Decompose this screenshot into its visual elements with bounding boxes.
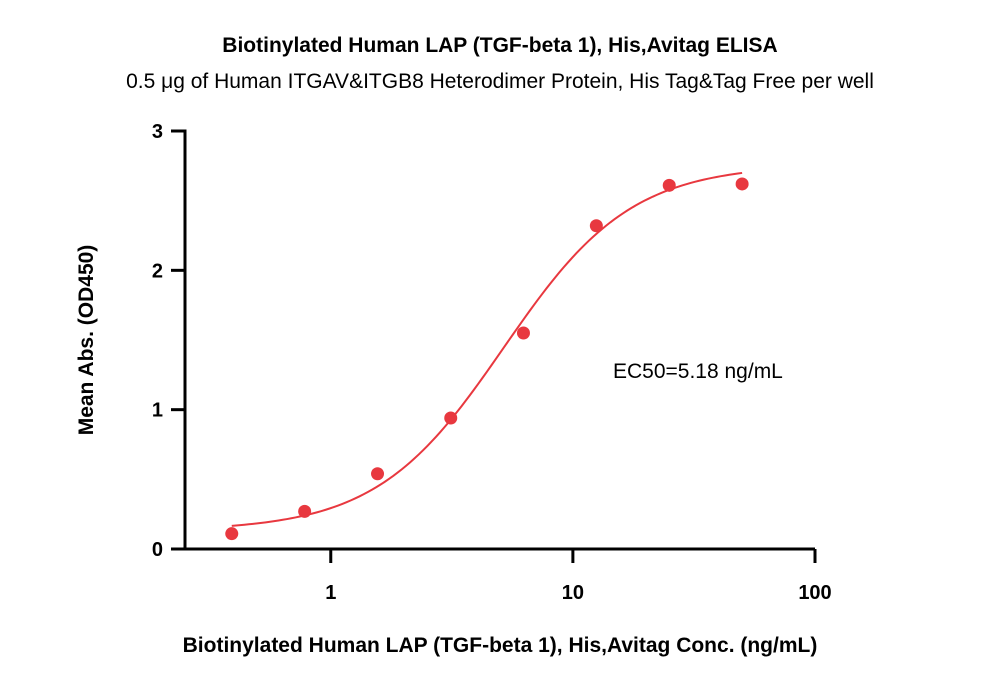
- y-tick-label: 0: [152, 539, 163, 561]
- y-tick-label: 1: [152, 400, 163, 422]
- chart-axes: [183, 129, 815, 551]
- data-points: [225, 177, 749, 541]
- x-axis-title: Biotinylated Human LAP (TGF-beta 1), His…: [183, 634, 818, 657]
- data-point: [444, 411, 458, 425]
- y-tick-label: 2: [152, 260, 163, 282]
- chart-title: Biotinylated Human LAP (TGF-beta 1), His…: [222, 34, 778, 57]
- ec50-annotation: EC50=5.18 ng/mL: [613, 360, 783, 383]
- y-axis-title: Mean Abs. (OD450): [75, 245, 98, 436]
- data-point: [516, 326, 530, 340]
- chart-subtitle: 0.5 μg of Human ITGAV&ITGB8 Heterodimer …: [126, 70, 874, 93]
- x-tick-label: 1: [325, 582, 336, 604]
- data-point: [225, 527, 239, 541]
- data-point: [298, 504, 312, 518]
- y-tick-label: 3: [152, 121, 163, 143]
- x-tick-label: 10: [562, 582, 584, 604]
- data-point: [589, 219, 603, 233]
- data-point: [735, 177, 749, 191]
- data-point: [371, 467, 385, 481]
- axis-ticks: 0 1 2 3 1 10 100: [152, 121, 832, 604]
- fit-curve: [231, 171, 743, 527]
- data-point: [662, 178, 676, 192]
- x-tick-label: 100: [798, 582, 831, 604]
